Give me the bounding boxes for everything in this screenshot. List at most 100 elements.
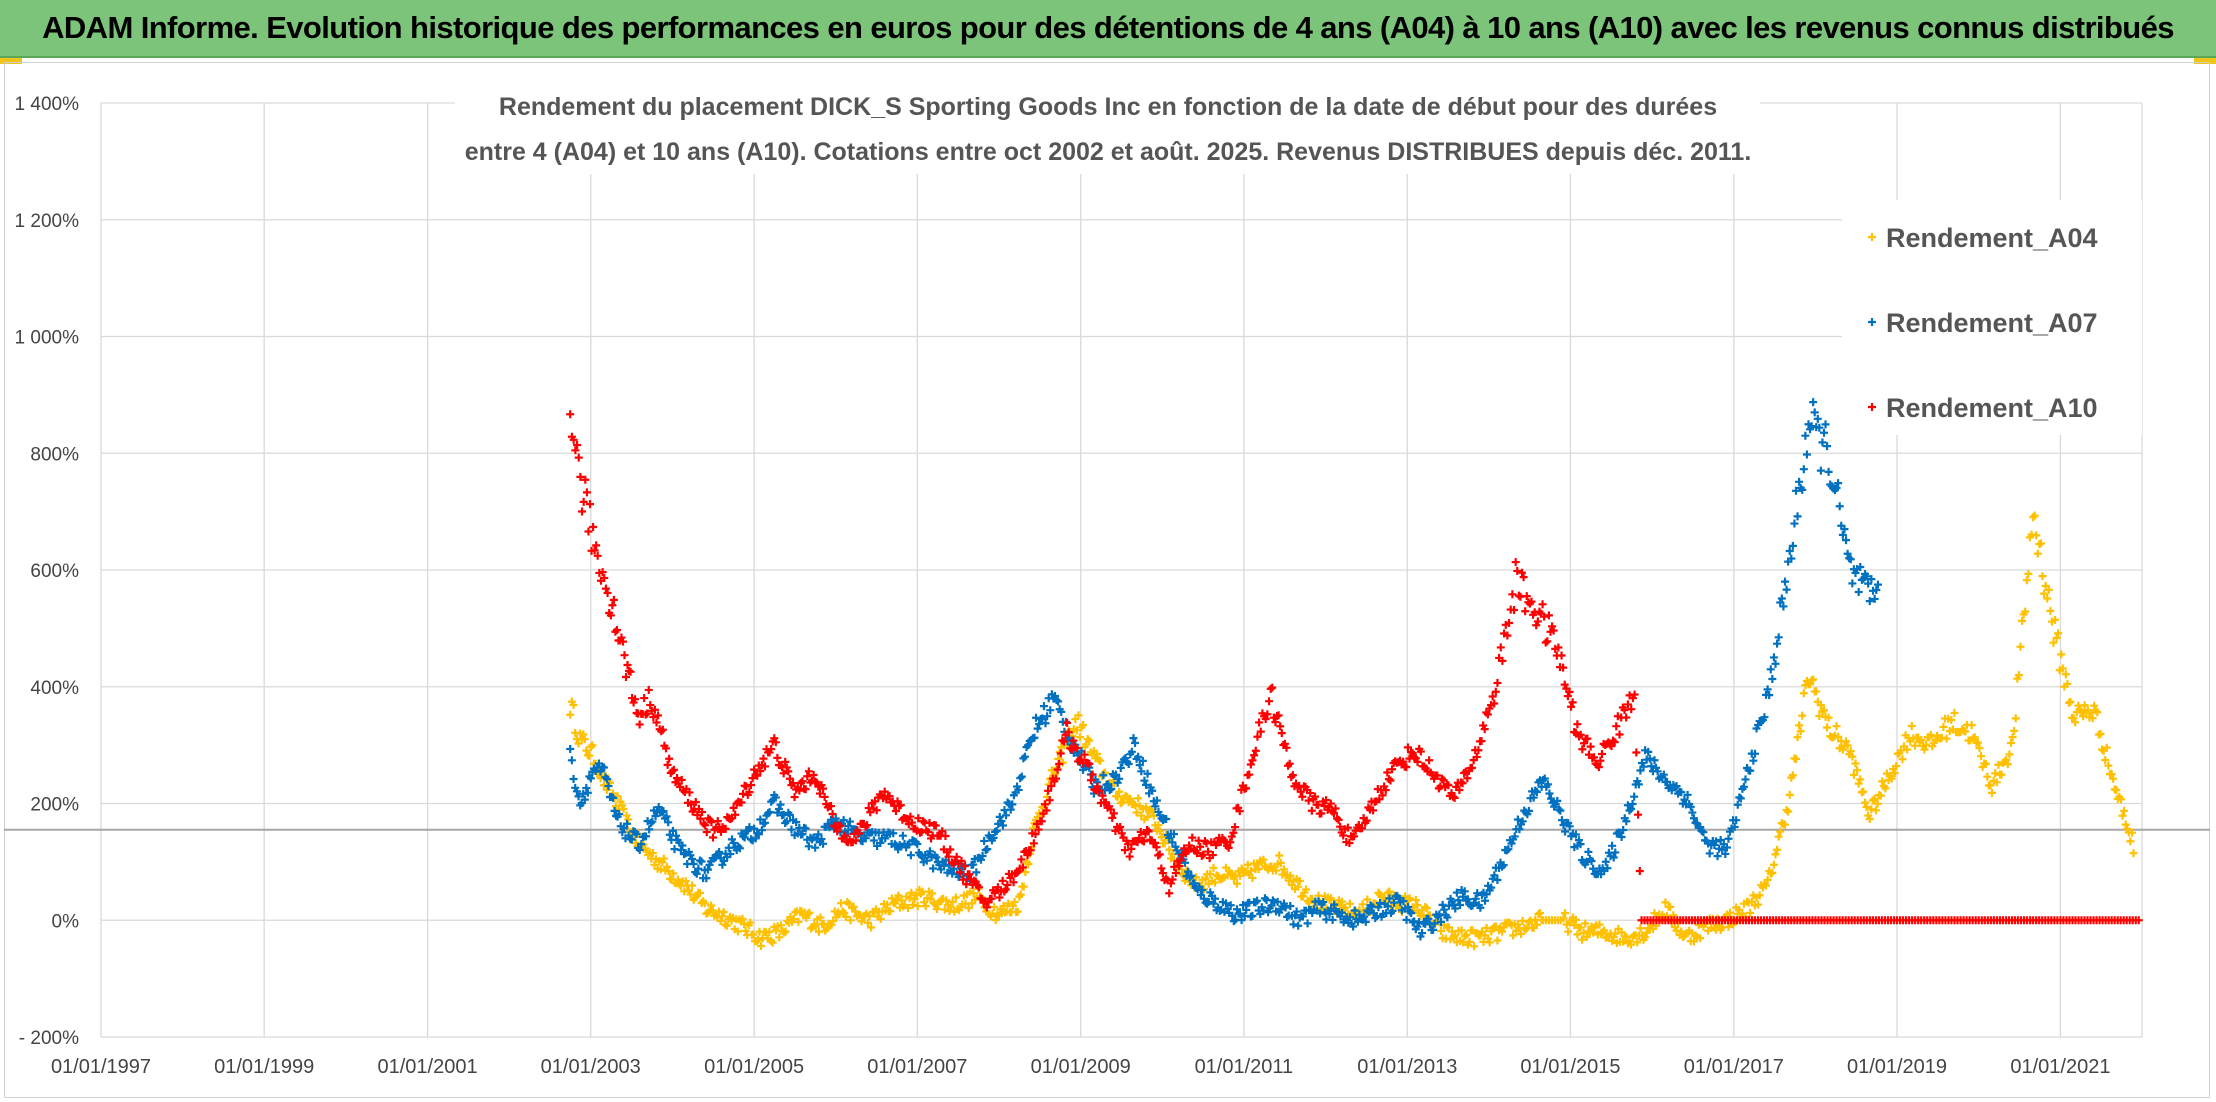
scatter-point [1872,806,1881,815]
scatter-point [753,829,762,838]
scatter-point [1763,875,1772,884]
scatter-point [1334,815,1343,824]
scatter-point [1209,863,1218,872]
y-tick-label: 800% [30,444,79,465]
scatter-point [1856,775,1865,784]
scatter-point [713,817,722,826]
scatter-point [1835,502,1844,511]
scatter-point [1093,749,1102,758]
scatter-point [759,754,768,763]
scatter-point [1633,938,1642,947]
scatter-point [1484,934,1493,943]
scatter-point [1892,761,1901,770]
scatter-point [1543,780,1552,789]
scatter-point [1812,687,1821,696]
scatter-point [715,848,724,857]
scatter-point [891,807,900,816]
scatter-point [1563,692,1572,701]
scatter-point [2069,714,2078,723]
scatter-point [616,797,625,806]
scatter-point [1457,926,1466,935]
scatter-point [1452,888,1461,897]
scatter-point [1099,771,1108,780]
scatter-point [1862,572,1871,581]
scatter-point [1134,752,1143,761]
scatter-point [1063,718,1072,727]
scatter-point [760,818,769,827]
scatter-point [1226,838,1235,847]
scatter-point [622,811,631,820]
scatter-point [746,780,755,789]
scatter-point [1622,713,1631,722]
scatter-point [1730,822,1739,831]
scatter-point [1793,512,1802,521]
scatter-point [959,875,968,884]
scatter-point [598,568,607,577]
scatter-point [1157,833,1166,842]
scatter-point [2010,726,2019,735]
scatter-point [1576,730,1585,739]
scatter-point [1769,860,1778,869]
legend-label: Rendement_A10 [1886,393,2098,423]
y-tick-label: 400% [30,678,79,699]
scatter-point [1046,706,1055,715]
scatter-point [969,860,978,869]
scatter-point [2109,774,2118,783]
scatter-point [1236,909,1245,918]
x-tick-label: 01/01/2015 [1520,1056,1620,1078]
scatter-point [1823,442,1832,451]
scatter-point [1576,840,1585,849]
scatter-point [1515,825,1524,834]
scatter-point [1677,788,1686,797]
scatter-point [1763,685,1772,694]
scatter-point [615,810,624,819]
scatter-point [602,775,611,784]
scatter-point [997,817,1006,826]
scatter-point [1867,575,1876,584]
scatter-point [1115,774,1124,783]
scatter-point [600,574,609,583]
scatter-point [1846,555,1855,564]
scatter-point [1771,850,1780,859]
scatter-point [1465,937,1474,946]
scatter-point [1014,785,1023,794]
scatter-point [1816,466,1825,475]
scatter-point [1802,450,1811,459]
scatter-point [1150,838,1159,847]
scatter-point [569,435,578,444]
scatter-point [643,709,652,718]
scatter-point [700,899,709,908]
scatter-point [2077,707,2086,716]
scatter-point [1815,423,1824,432]
scatter-point [894,891,903,900]
scatter-point [1322,796,1331,805]
scatter-point [1481,896,1490,905]
scatter-point [1319,898,1328,907]
scatter-point [1079,720,1088,729]
scatter-point [2101,756,2110,765]
scatter-point [1873,580,1882,589]
scatter-point [1010,897,1019,906]
scatter-point [1298,912,1307,921]
scatter-point [2022,576,2031,585]
scatter-point [819,784,828,793]
scatter-point [905,894,914,903]
scatter-point [1138,756,1147,765]
scatter-point [2029,513,2038,522]
scatter-point [1443,913,1452,922]
scatter-point [2093,708,2102,717]
scatter-point [784,767,793,776]
scatter-point [1171,869,1180,878]
scatter-point [1451,904,1460,913]
scatter-point [1736,794,1745,803]
scatter-point [641,710,650,719]
scatter-point [906,851,915,860]
scatter-point [1272,866,1281,875]
scatter-point [1399,897,1408,906]
scatter-point [941,832,950,841]
scatter-point [819,839,828,848]
scatter-point [1939,722,1948,731]
scatter-point [1554,643,1563,652]
scatter-point [775,933,784,942]
scatter-point [1271,718,1280,727]
